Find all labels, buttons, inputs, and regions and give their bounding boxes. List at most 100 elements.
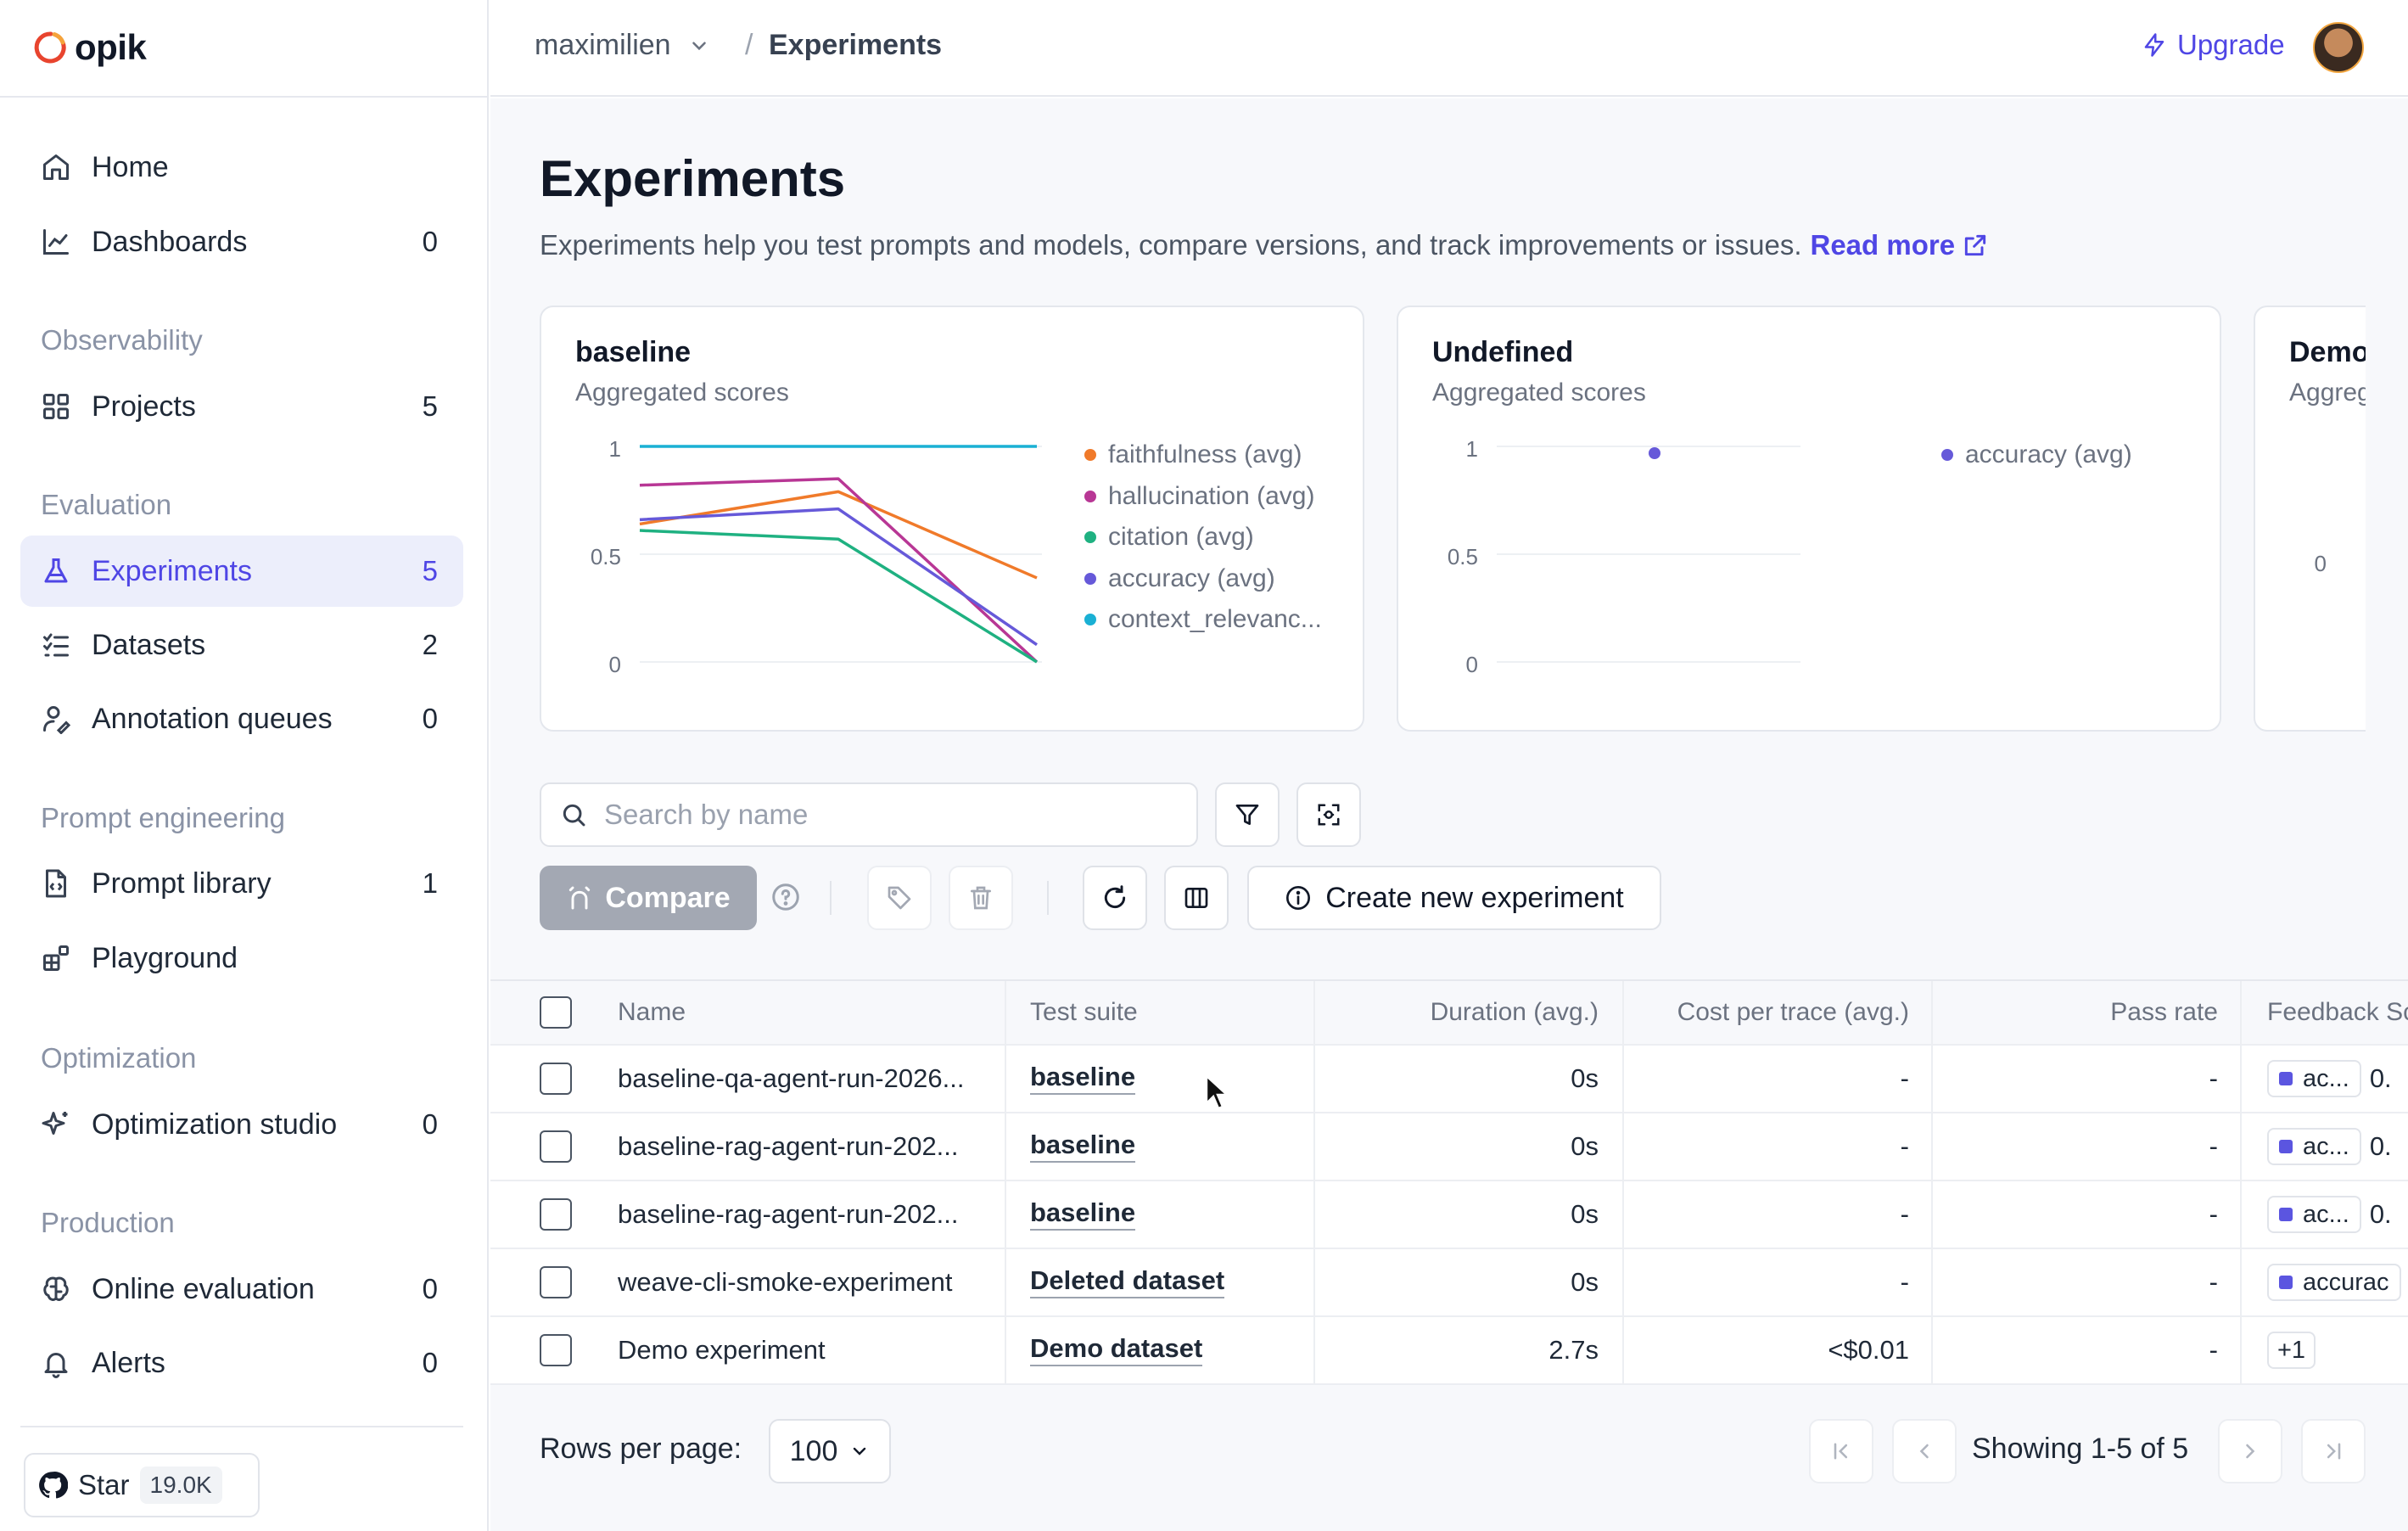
feedback-score-label: ac... [2303, 1064, 2349, 1092]
previous-page-button[interactable] [1892, 1419, 1957, 1483]
first-page-button[interactable] [1809, 1419, 1873, 1483]
feedback-scores-cell: ac... 0. [2267, 1113, 2392, 1180]
search-placeholder: Search by name [604, 799, 809, 830]
row-checkbox[interactable] [540, 1249, 572, 1315]
chevron-left-icon [1919, 1444, 1929, 1459]
column-header-cost[interactable]: Cost per trace (avg.) [1677, 998, 1909, 1026]
last-page-button[interactable] [2301, 1419, 2366, 1483]
table-row[interactable]: baseline-rag-agent-run-202... baseline 0s -… [490, 1181, 2408, 1249]
feedback-score-chip[interactable]: accurac [2267, 1264, 2401, 1301]
rows-per-page-value: 100 [789, 1434, 838, 1467]
test-suite-link[interactable]: baseline [1030, 1062, 1136, 1096]
sidebar-item-playground[interactable]: Playground [20, 923, 463, 994]
table-row[interactable]: weave-cli-smoke-experiment Deleted datase… [490, 1249, 2408, 1317]
sidebar-item-online-evaluation[interactable]: Online evaluation 0 [20, 1253, 463, 1325]
row-checkbox[interactable] [540, 1181, 572, 1248]
sidebar-item-datasets[interactable]: Datasets 2 [20, 609, 463, 681]
experiment-name[interactable]: baseline-rag-agent-run-202... [618, 1131, 959, 1161]
filter-button[interactable] [1215, 782, 1280, 847]
flask-icon [39, 554, 73, 588]
feedback-score-chip[interactable]: ac... [2267, 1128, 2361, 1165]
sidebar-item-optimization-studio[interactable]: Optimization studio 0 [20, 1089, 463, 1160]
toolbar-divider [830, 881, 832, 915]
row-checkbox[interactable] [540, 1317, 572, 1383]
read-more-link[interactable]: Read more [1810, 229, 1989, 261]
avatar[interactable] [2313, 22, 2364, 73]
logo[interactable]: opik [34, 24, 147, 71]
series-line-faithfulness-avg[interactable] [639, 490, 1038, 580]
lightning-icon [2144, 33, 2164, 57]
workspace-name: maximilien [535, 29, 671, 61]
create-experiment-button[interactable]: Create new experiment [1247, 866, 1661, 930]
y-tick-label: 0 [609, 652, 621, 677]
cost-value: - [1900, 1131, 1909, 1161]
experiment-name[interactable]: Demo experiment [618, 1335, 826, 1365]
next-page-button[interactable] [2218, 1419, 2282, 1483]
test-suite-link[interactable]: Demo dataset [1030, 1333, 1203, 1367]
select-all-checkbox[interactable] [540, 981, 572, 1044]
test-suite-link[interactable]: Deleted dataset [1030, 1265, 1225, 1299]
compare-button[interactable]: Compare [540, 866, 757, 930]
chevron-down-icon [854, 1447, 866, 1455]
brain-icon [39, 1272, 73, 1306]
chart-title: Undefined [1432, 336, 1574, 368]
feedback-score-more-chip[interactable]: +1 [2267, 1332, 2316, 1369]
feedback-score-label: ac... [2303, 1200, 2349, 1228]
data-point[interactable] [1649, 447, 1660, 459]
table-row[interactable]: baseline-rag-agent-run-202... baseline 0s -… [490, 1113, 2408, 1181]
experiment-name[interactable]: baseline-rag-agent-run-202... [618, 1199, 959, 1229]
series-line-citation-avg[interactable] [639, 529, 1038, 664]
feedback-score-chip[interactable]: ac... [2267, 1196, 2361, 1233]
feedback-score-chip[interactable]: ac... [2267, 1060, 2361, 1097]
sidebar-item-home[interactable]: Home [20, 132, 463, 203]
column-header-pass-rate[interactable]: Pass rate [2110, 998, 2218, 1026]
sidebar-item-experiments[interactable]: Experiments 5 [20, 536, 463, 607]
sidebar-item-dashboards[interactable]: Dashboards 0 [20, 206, 463, 278]
tag-button[interactable] [867, 866, 932, 930]
scan-button[interactable] [1296, 782, 1361, 847]
table-row[interactable]: baseline-qa-agent-run-2026... baseline 0s -… [490, 1046, 2408, 1113]
section-observability: Observability [41, 324, 203, 356]
sidebar-item-annotation-queues[interactable]: Annotation queues 0 [20, 683, 463, 754]
table-row[interactable]: Demo experiment Demo dataset 2.7s <$0.01 - +1 [490, 1317, 2408, 1385]
workspace-switcher[interactable]: maximilien [535, 29, 710, 62]
divider [0, 96, 489, 98]
columns-button[interactable] [1164, 866, 1229, 930]
row-checkbox[interactable] [540, 1113, 572, 1180]
y-tick-label: 0.5 [591, 544, 621, 569]
cost-value: - [1900, 1063, 1909, 1093]
series-line-accuracy-avg[interactable] [639, 507, 1038, 647]
sidebar-item-alerts[interactable]: Alerts 0 [20, 1327, 463, 1399]
score-color-swatch [2279, 1140, 2293, 1153]
compare-label: Compare [605, 881, 731, 914]
delete-button[interactable] [949, 866, 1013, 930]
column-header-name[interactable]: Name [618, 998, 686, 1026]
rows-per-page-select[interactable]: 100 [769, 1419, 891, 1483]
column-header-duration[interactable]: Duration (avg.) [1430, 998, 1599, 1026]
search-input[interactable]: Search by name [540, 782, 1198, 847]
chart-card-baseline[interactable]: baseline Aggregated scores 1 0.5 0 faithfu… [540, 306, 1364, 732]
sidebar-item-projects[interactable]: Projects 5 [20, 371, 463, 442]
chart-subtitle: Aggregated scores [575, 379, 789, 407]
series-line-hallucination-avg[interactable] [639, 477, 1039, 664]
row-checkbox[interactable] [540, 1046, 572, 1112]
sidebar-item-prompt-library[interactable]: Prompt library 1 [20, 848, 463, 919]
experiment-name[interactable]: baseline-qa-agent-run-2026... [618, 1063, 965, 1093]
test-suite-link[interactable]: baseline [1030, 1197, 1136, 1231]
help-icon[interactable] [770, 882, 801, 917]
test-suite-link[interactable]: baseline [1030, 1130, 1136, 1164]
main-content: Experiments Experiments help you test pr… [490, 98, 2408, 1531]
y-tick-label: 0 [1466, 652, 1478, 677]
column-header-test-suite[interactable]: Test suite [1030, 998, 1138, 1026]
github-star-button[interactable]: Star 19.0K [24, 1453, 260, 1517]
chart-legend: faithfulness (avg) hallucination (avg) c… [1084, 435, 1322, 641]
feedback-score-label: accurac [2303, 1268, 2389, 1296]
column-header-feedback-scores[interactable]: Feedback Sc [2267, 998, 2408, 1026]
sidebar: opik Home Dashboards 0 Observability Pro… [0, 0, 489, 1531]
upgrade-link[interactable]: Upgrade [2142, 29, 2285, 61]
chart-card-demo[interactable]: Demo Aggreg 0 [2254, 306, 2366, 732]
refresh-button[interactable] [1083, 866, 1147, 930]
chart-card-undefined[interactable]: Undefined Aggregated scores 1 0.5 0 accura… [1397, 306, 2221, 732]
experiment-name[interactable]: weave-cli-smoke-experiment [618, 1267, 953, 1297]
sidebar-item-count: 0 [422, 226, 438, 257]
